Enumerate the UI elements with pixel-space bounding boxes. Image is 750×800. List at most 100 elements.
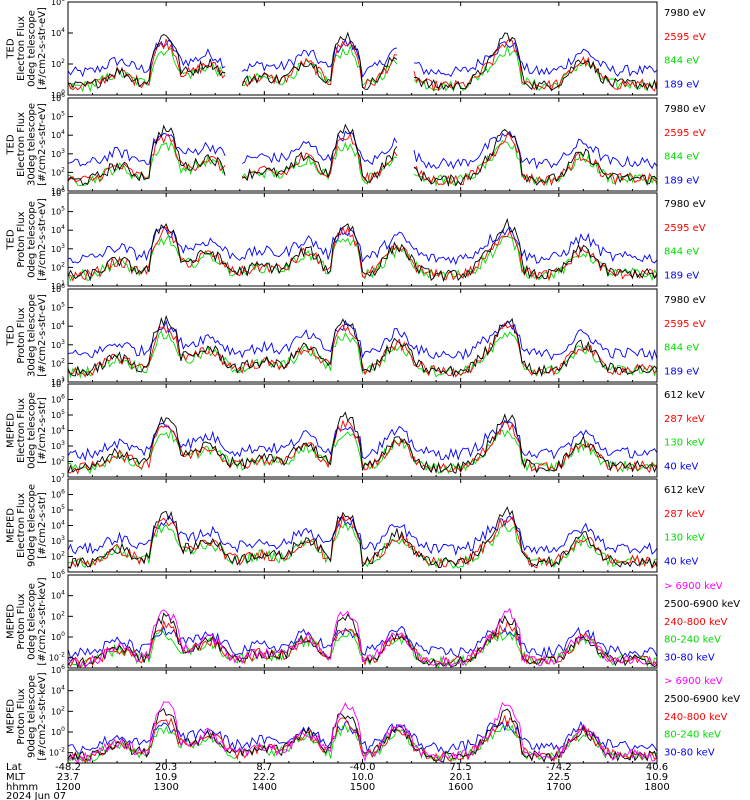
y-axis-label: TEDProton Flux0deg telescope[#/cm2-s-str… (5, 198, 48, 281)
x-tick-label-hhmm: 1300 (153, 782, 178, 793)
y-tick-base: 10 (51, 60, 61, 69)
x-tick-label-mlt: 10.0 (351, 772, 373, 783)
y-axis-label-line: MEPED (5, 604, 16, 639)
y-axis-label: MEPEDElectron Flux0deg telescope[#/cm2-s… (5, 392, 48, 469)
y-axis-label-line: [#/cm2-s-str-eV] (37, 103, 48, 186)
y-tick-label: 101 (51, 185, 65, 196)
series-line-189-ev (67, 130, 658, 170)
y-tick-base: 10 (51, 571, 61, 580)
y-tick-exp: 3 (61, 243, 65, 250)
y-tick-label: 102 (51, 261, 65, 272)
y-axis-label-line: MEPED (5, 508, 16, 543)
y-tick-base: 10 (51, 113, 61, 122)
y-tick-label: 104 (51, 320, 65, 331)
y-axis-label-line: [#/cm2-s-str-eV] (37, 198, 48, 281)
legend-entry: 612 keV (664, 390, 705, 401)
y-tick-base: 10 (51, 491, 61, 500)
legend-entry: 30-80 keV (664, 653, 715, 664)
y-axis-label-line: 0deg telescope (26, 583, 37, 660)
y-axis-label-line: MEPED (5, 413, 16, 448)
y-axis-label-line: TED (5, 229, 16, 250)
x-tick-label-lat: 20.3 (155, 762, 177, 773)
y-tick-exp: 2 (61, 261, 65, 268)
y-tick-label: 102 (51, 58, 65, 69)
y-axis-label-line: 30deg telescope (26, 294, 37, 377)
y-tick-exp: 2 (61, 58, 65, 65)
y-tick-label: 10-2 (49, 652, 65, 663)
y-tick-label: 102 (51, 456, 65, 467)
y-tick-base: 10 (51, 359, 61, 368)
y-tick-exp: -2 (59, 747, 65, 754)
y-tick-label: 106 (51, 664, 65, 675)
y-tick-base: 10 (51, 442, 61, 451)
y-tick-base: 10 (51, 537, 61, 546)
y-axis-label-line: [#/cm2-s-str] (37, 492, 48, 559)
legend-entry: 2595 eV (664, 223, 706, 234)
y-tick-exp: 2 (61, 610, 65, 617)
y-axis-label: MEPEDProton Flux0deg telescope[#/cm2-s-s… (5, 577, 48, 665)
y-tick-base: 10 (51, 666, 61, 675)
y-axis-label-line: [#/cm2-s-str] (37, 397, 48, 464)
y-tick-base: 10 (51, 226, 61, 235)
legend-entry: 130 keV (664, 438, 705, 449)
y-tick-exp: 2 (61, 705, 65, 712)
y-tick-base: 10 (51, 728, 61, 737)
legend-entry: 80-240 keV (664, 635, 721, 646)
series-line-189-ev (67, 319, 658, 361)
x-tick-label-mlt: 10.9 (155, 772, 177, 783)
y-axis-label-line: TED (5, 325, 16, 346)
y-axis-label-line: 0deg telescope (26, 201, 37, 278)
legend-entry: 844 eV (664, 343, 699, 354)
legend-entry: 2595 eV (664, 319, 706, 330)
y-axis-label: MEPEDElectron Flux90deg telescope[#/cm2-… (5, 484, 48, 567)
y-axis-label-line: Electron Flux (16, 16, 27, 81)
y-tick-exp: 6 (61, 92, 65, 99)
y-tick-exp: 6 (61, 187, 65, 194)
y-tick-label: 102 (51, 357, 65, 368)
y-tick-exp: 3 (61, 535, 65, 542)
y-tick-label: 104 (51, 27, 65, 38)
y-tick-base: 10 (51, 592, 61, 601)
y-tick-label: 103 (51, 535, 65, 546)
series-line-189-ev (67, 226, 658, 266)
panel-frame (67, 478, 658, 573)
y-tick-base: 10 (51, 189, 61, 198)
y-tick-base: 10 (51, 380, 61, 389)
x-tick-label-mlt: 10.9 (646, 772, 668, 783)
y-axis-label-line: Proton Flux (16, 307, 27, 363)
series-line-287-kev (67, 419, 658, 475)
y-tick-exp: 5 (61, 302, 65, 309)
y-tick-base: 10 (49, 749, 59, 758)
series-line--6900-kev (67, 701, 658, 764)
y-tick-exp: 2 (61, 551, 65, 558)
x-tick-label-lat: -48.2 (55, 762, 81, 773)
y-tick-base: 10 (51, 168, 61, 177)
y-tick-exp: 5 (61, 111, 65, 118)
series-line-844-ev (67, 330, 658, 379)
y-tick-exp: 2 (61, 357, 65, 364)
x-tick-label-lat: -40.0 (350, 762, 376, 773)
y-tick-exp: 4 (61, 320, 65, 327)
y-tick-base: 10 (51, 411, 61, 420)
y-tick-label: 106 (51, 569, 65, 580)
y-tick-exp: 6 (61, 569, 65, 576)
y-tick-base: 10 (51, 553, 61, 562)
y-tick-base: 10 (51, 396, 61, 405)
y-axis-label-line: 90deg telescope (26, 675, 37, 758)
y-tick-exp: 7 (61, 473, 65, 480)
y-tick-label: 103 (51, 243, 65, 254)
y-tick-exp: 6 (61, 664, 65, 671)
y-axis-label-line: MEPED (5, 699, 16, 734)
legend-entry: 2500-6900 keV (664, 599, 740, 610)
y-tick-exp: 2 (61, 166, 65, 173)
y-tick-label: 102 (51, 705, 65, 716)
legend-entry: 287 keV (664, 509, 705, 520)
y-tick-label: 106 (51, 489, 65, 500)
x-tick-label-hhmm: 1700 (546, 782, 571, 793)
y-tick-exp: 6 (61, 394, 65, 401)
xaxis-row-label-hhmm: hhmm (6, 782, 38, 793)
y-axis-label: MEPEDProton Flux90deg telescope[#/cm2-s-… (5, 672, 48, 760)
